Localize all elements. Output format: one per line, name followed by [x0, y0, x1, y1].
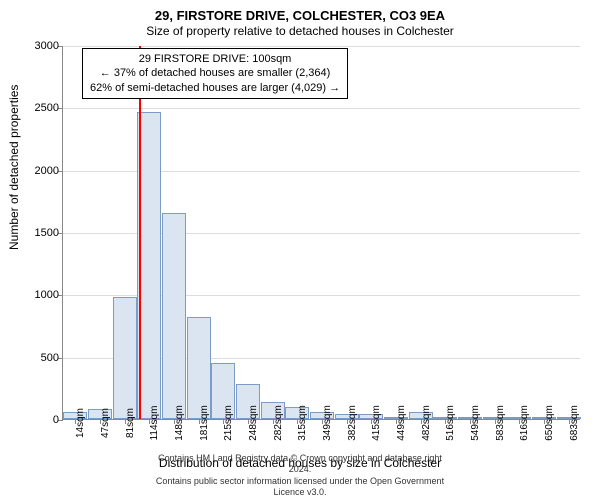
- x-tick-label: 114sqm: [149, 406, 160, 441]
- x-tick-label: 449sqm: [396, 405, 407, 441]
- x-tick-label: 516sqm: [445, 405, 456, 441]
- x-tick-label: 382sqm: [347, 405, 358, 441]
- x-tick-label: 81sqm: [125, 408, 136, 438]
- x-tick-label: 282sqm: [273, 405, 284, 441]
- footer-line-1: Contains HM Land Registry data © Crown c…: [150, 453, 450, 476]
- histogram-bar: [162, 213, 186, 419]
- y-tick-label: 1000: [35, 289, 59, 301]
- x-tick-label: 315sqm: [297, 405, 308, 441]
- x-tick-label: 14sqm: [75, 408, 86, 438]
- y-tick-label: 2000: [35, 165, 59, 177]
- histogram-bar: [113, 297, 137, 419]
- x-tick-label: 47sqm: [100, 408, 111, 438]
- annotation-line-2: ← 37% of detached houses are smaller (2,…: [90, 66, 340, 80]
- footer: Contains HM Land Registry data © Crown c…: [150, 453, 450, 498]
- x-tick-label: 349sqm: [322, 405, 333, 441]
- x-tick-label: 248sqm: [248, 405, 259, 441]
- y-tick-label: 500: [41, 352, 59, 364]
- annotation-box: 29 FIRSTORE DRIVE: 100sqm ← 37% of detac…: [82, 48, 348, 99]
- x-tick-label: 583sqm: [495, 405, 506, 441]
- x-tick-label: 616sqm: [519, 405, 530, 441]
- footer-line-2: Contains public sector information licen…: [150, 476, 450, 499]
- y-tick-label: 2500: [35, 102, 59, 114]
- chart-area: 05001000150020002500300014sqm47sqm81sqm1…: [62, 46, 580, 420]
- plot: 05001000150020002500300014sqm47sqm81sqm1…: [62, 46, 580, 420]
- y-tick-label: 0: [53, 414, 59, 426]
- y-axis-label: Number of detached properties: [7, 85, 21, 250]
- marker-line: [139, 46, 141, 419]
- x-tick-label: 215sqm: [223, 405, 234, 441]
- x-tick-label: 683sqm: [569, 405, 580, 441]
- x-tick-label: 549sqm: [470, 405, 481, 441]
- x-tick-label: 650sqm: [544, 405, 555, 441]
- x-tick-label: 181sqm: [199, 405, 210, 441]
- annotation-line-1: 29 FIRSTORE DRIVE: 100sqm: [90, 52, 340, 66]
- x-tick-label: 415sqm: [371, 405, 382, 441]
- page-subtitle: Size of property relative to detached ho…: [0, 24, 600, 38]
- x-tick-label: 148sqm: [174, 405, 185, 441]
- histogram-bar: [187, 317, 211, 419]
- y-tick-label: 1500: [35, 227, 59, 239]
- annotation-line-3: 62% of semi-detached houses are larger (…: [90, 81, 340, 95]
- page-title: 29, FIRSTORE DRIVE, COLCHESTER, CO3 9EA: [0, 8, 600, 23]
- y-tick-label: 3000: [35, 40, 59, 52]
- x-tick-label: 482sqm: [421, 405, 432, 441]
